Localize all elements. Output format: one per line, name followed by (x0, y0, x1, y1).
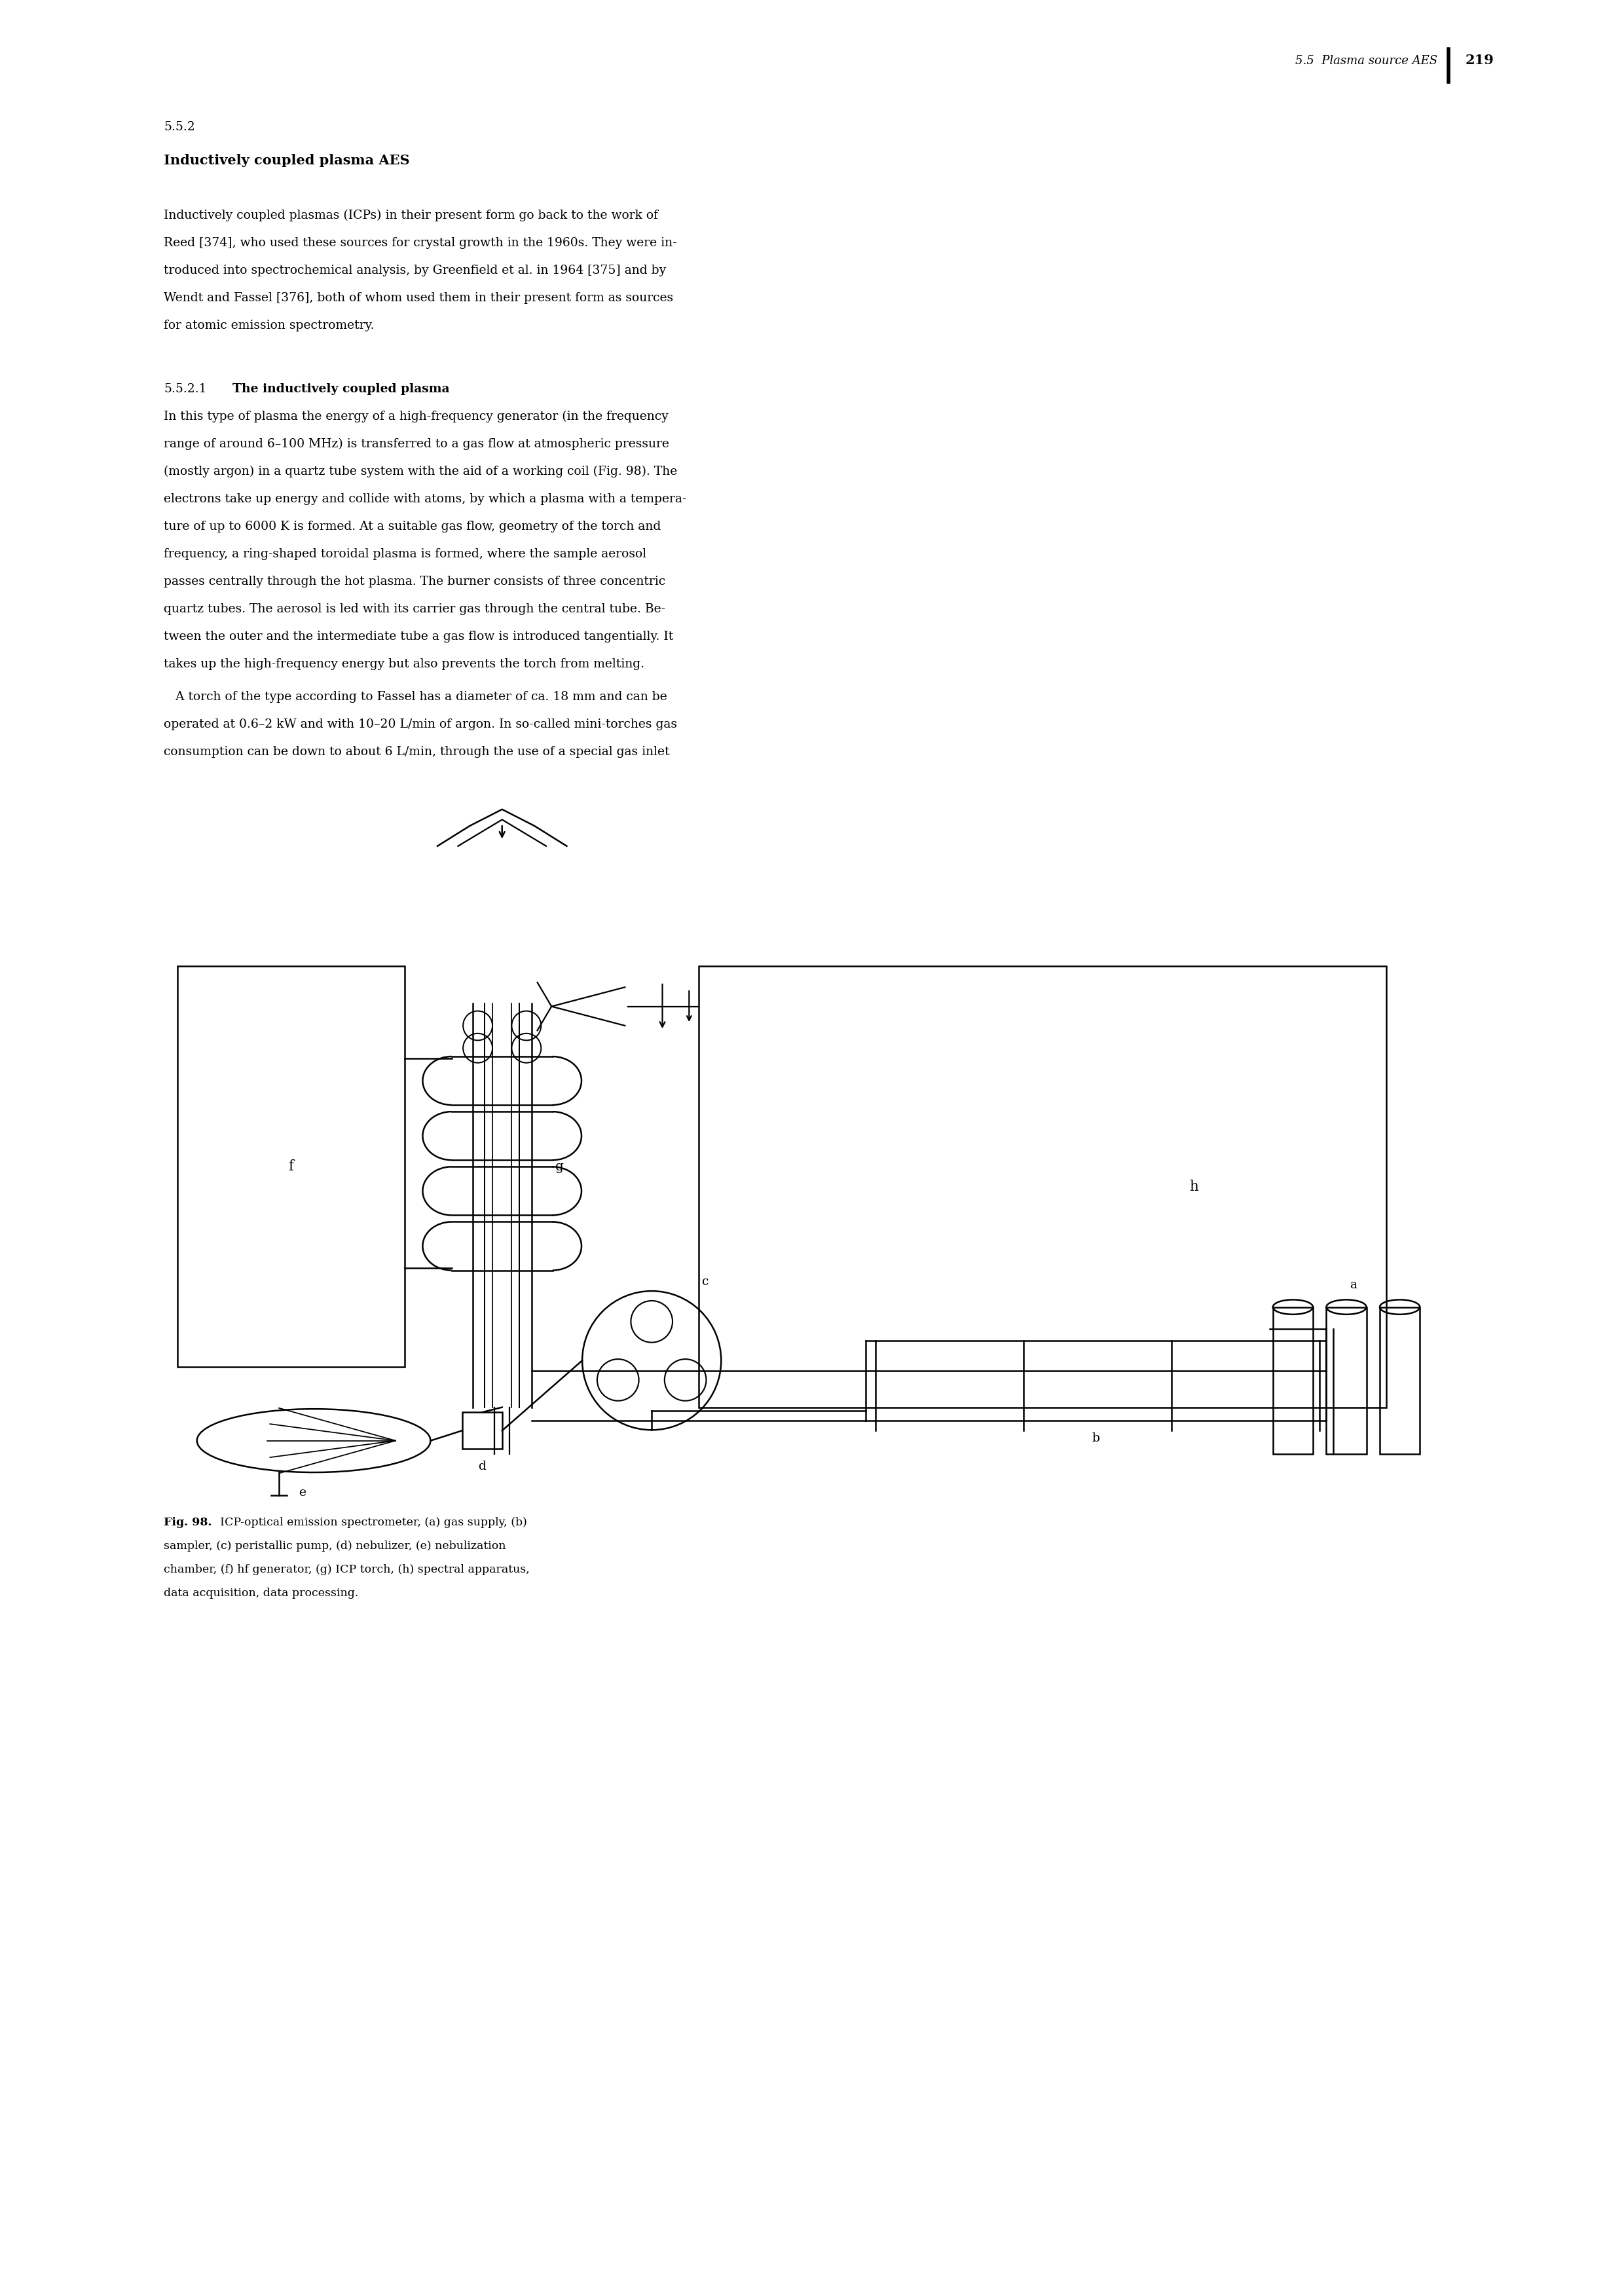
Bar (461, 1411, 502, 1448)
Text: sampler, (c) peristallic pump, (d) nebulizer, (e) nebulization: sampler, (c) peristallic pump, (d) nebul… (164, 1540, 505, 1551)
Text: Wendt and Fassel [376], both of whom used them in their present form as sources: Wendt and Fassel [376], both of whom use… (164, 291, 674, 303)
Text: b: b (1091, 1432, 1099, 1444)
Text: f: f (289, 1159, 294, 1175)
Text: c: c (702, 1276, 708, 1287)
Bar (1273, 1308, 1312, 1455)
Text: consumption can be down to about 6 L/min, through the use of a special gas inlet: consumption can be down to about 6 L/min… (164, 746, 669, 757)
Text: 219: 219 (1465, 53, 1494, 67)
Text: a: a (1350, 1278, 1356, 1290)
Text: h: h (1189, 1180, 1199, 1193)
Text: frequency, a ring-shaped toroidal plasma is formed, where the sample aerosol: frequency, a ring-shaped toroidal plasma… (164, 549, 646, 560)
Bar (1327, 1308, 1366, 1455)
Text: Inductively coupled plasmas (ICPs) in their present form go back to the work of: Inductively coupled plasmas (ICPs) in th… (164, 209, 658, 223)
Text: Reed [374], who used these sources for crystal growth in the 1960s. They were in: Reed [374], who used these sources for c… (164, 236, 677, 248)
Bar (1380, 1308, 1419, 1455)
Text: (mostly argon) in a quartz tube system with the aid of a working coil (Fig. 98).: (mostly argon) in a quartz tube system w… (164, 466, 677, 477)
Text: Fig. 98.: Fig. 98. (164, 1517, 211, 1528)
Text: In this type of plasma the energy of a high-frequency generator (in the frequenc: In this type of plasma the energy of a h… (164, 411, 669, 422)
Text: for atomic emission spectrometry.: for atomic emission spectrometry. (164, 319, 374, 330)
Text: 5.5  Plasma source AES: 5.5 Plasma source AES (1296, 55, 1437, 67)
Text: tween the outer and the intermediate tube a gas flow is introduced tangentially.: tween the outer and the intermediate tub… (164, 631, 674, 643)
Bar (177, 966, 404, 1368)
Text: e: e (299, 1487, 305, 1499)
Text: d: d (477, 1462, 486, 1473)
Text: Inductively coupled plasma AES: Inductively coupled plasma AES (164, 154, 409, 168)
Text: quartz tubes. The aerosol is led with its carrier gas through the central tube. : quartz tubes. The aerosol is led with it… (164, 604, 666, 615)
Text: takes up the high-frequency energy but also prevents the torch from melting.: takes up the high-frequency energy but a… (164, 659, 645, 670)
Text: ture of up to 6000 K is formed. At a suitable gas flow, geometry of the torch an: ture of up to 6000 K is formed. At a sui… (164, 521, 661, 532)
Bar (698, 966, 1387, 1407)
Text: data acquisition, data processing.: data acquisition, data processing. (164, 1588, 359, 1600)
Text: g: g (555, 1161, 564, 1173)
Text: range of around 6–100 MHz) is transferred to a gas flow at atmospheric pressure: range of around 6–100 MHz) is transferre… (164, 438, 669, 450)
Text: A torch of the type according to Fassel has a diameter of ca. 18 mm and can be: A torch of the type according to Fassel … (164, 691, 667, 702)
Text: chamber, (f) hf generator, (g) ICP torch, (h) spectral apparatus,: chamber, (f) hf generator, (g) ICP torch… (164, 1565, 529, 1574)
Text: 5.5.2.1: 5.5.2.1 (164, 383, 206, 395)
Text: electrons take up energy and collide with atoms, by which a plasma with a temper: electrons take up energy and collide wit… (164, 493, 687, 505)
Text: operated at 0.6–2 kW and with 10–20 L/min of argon. In so-called mini-torches ga: operated at 0.6–2 kW and with 10–20 L/mi… (164, 718, 677, 730)
Text: 5.5.2: 5.5.2 (164, 122, 195, 133)
Text: ICP-optical emission spectrometer, (a) gas supply, (b): ICP-optical emission spectrometer, (a) g… (213, 1517, 528, 1528)
Text: troduced into spectrochemical analysis, by Greenfield et al. in 1964 [375] and b: troduced into spectrochemical analysis, … (164, 264, 666, 275)
Text: The inductively coupled plasma: The inductively coupled plasma (232, 383, 450, 395)
Text: passes centrally through the hot plasma. The burner consists of three concentric: passes centrally through the hot plasma.… (164, 576, 666, 588)
